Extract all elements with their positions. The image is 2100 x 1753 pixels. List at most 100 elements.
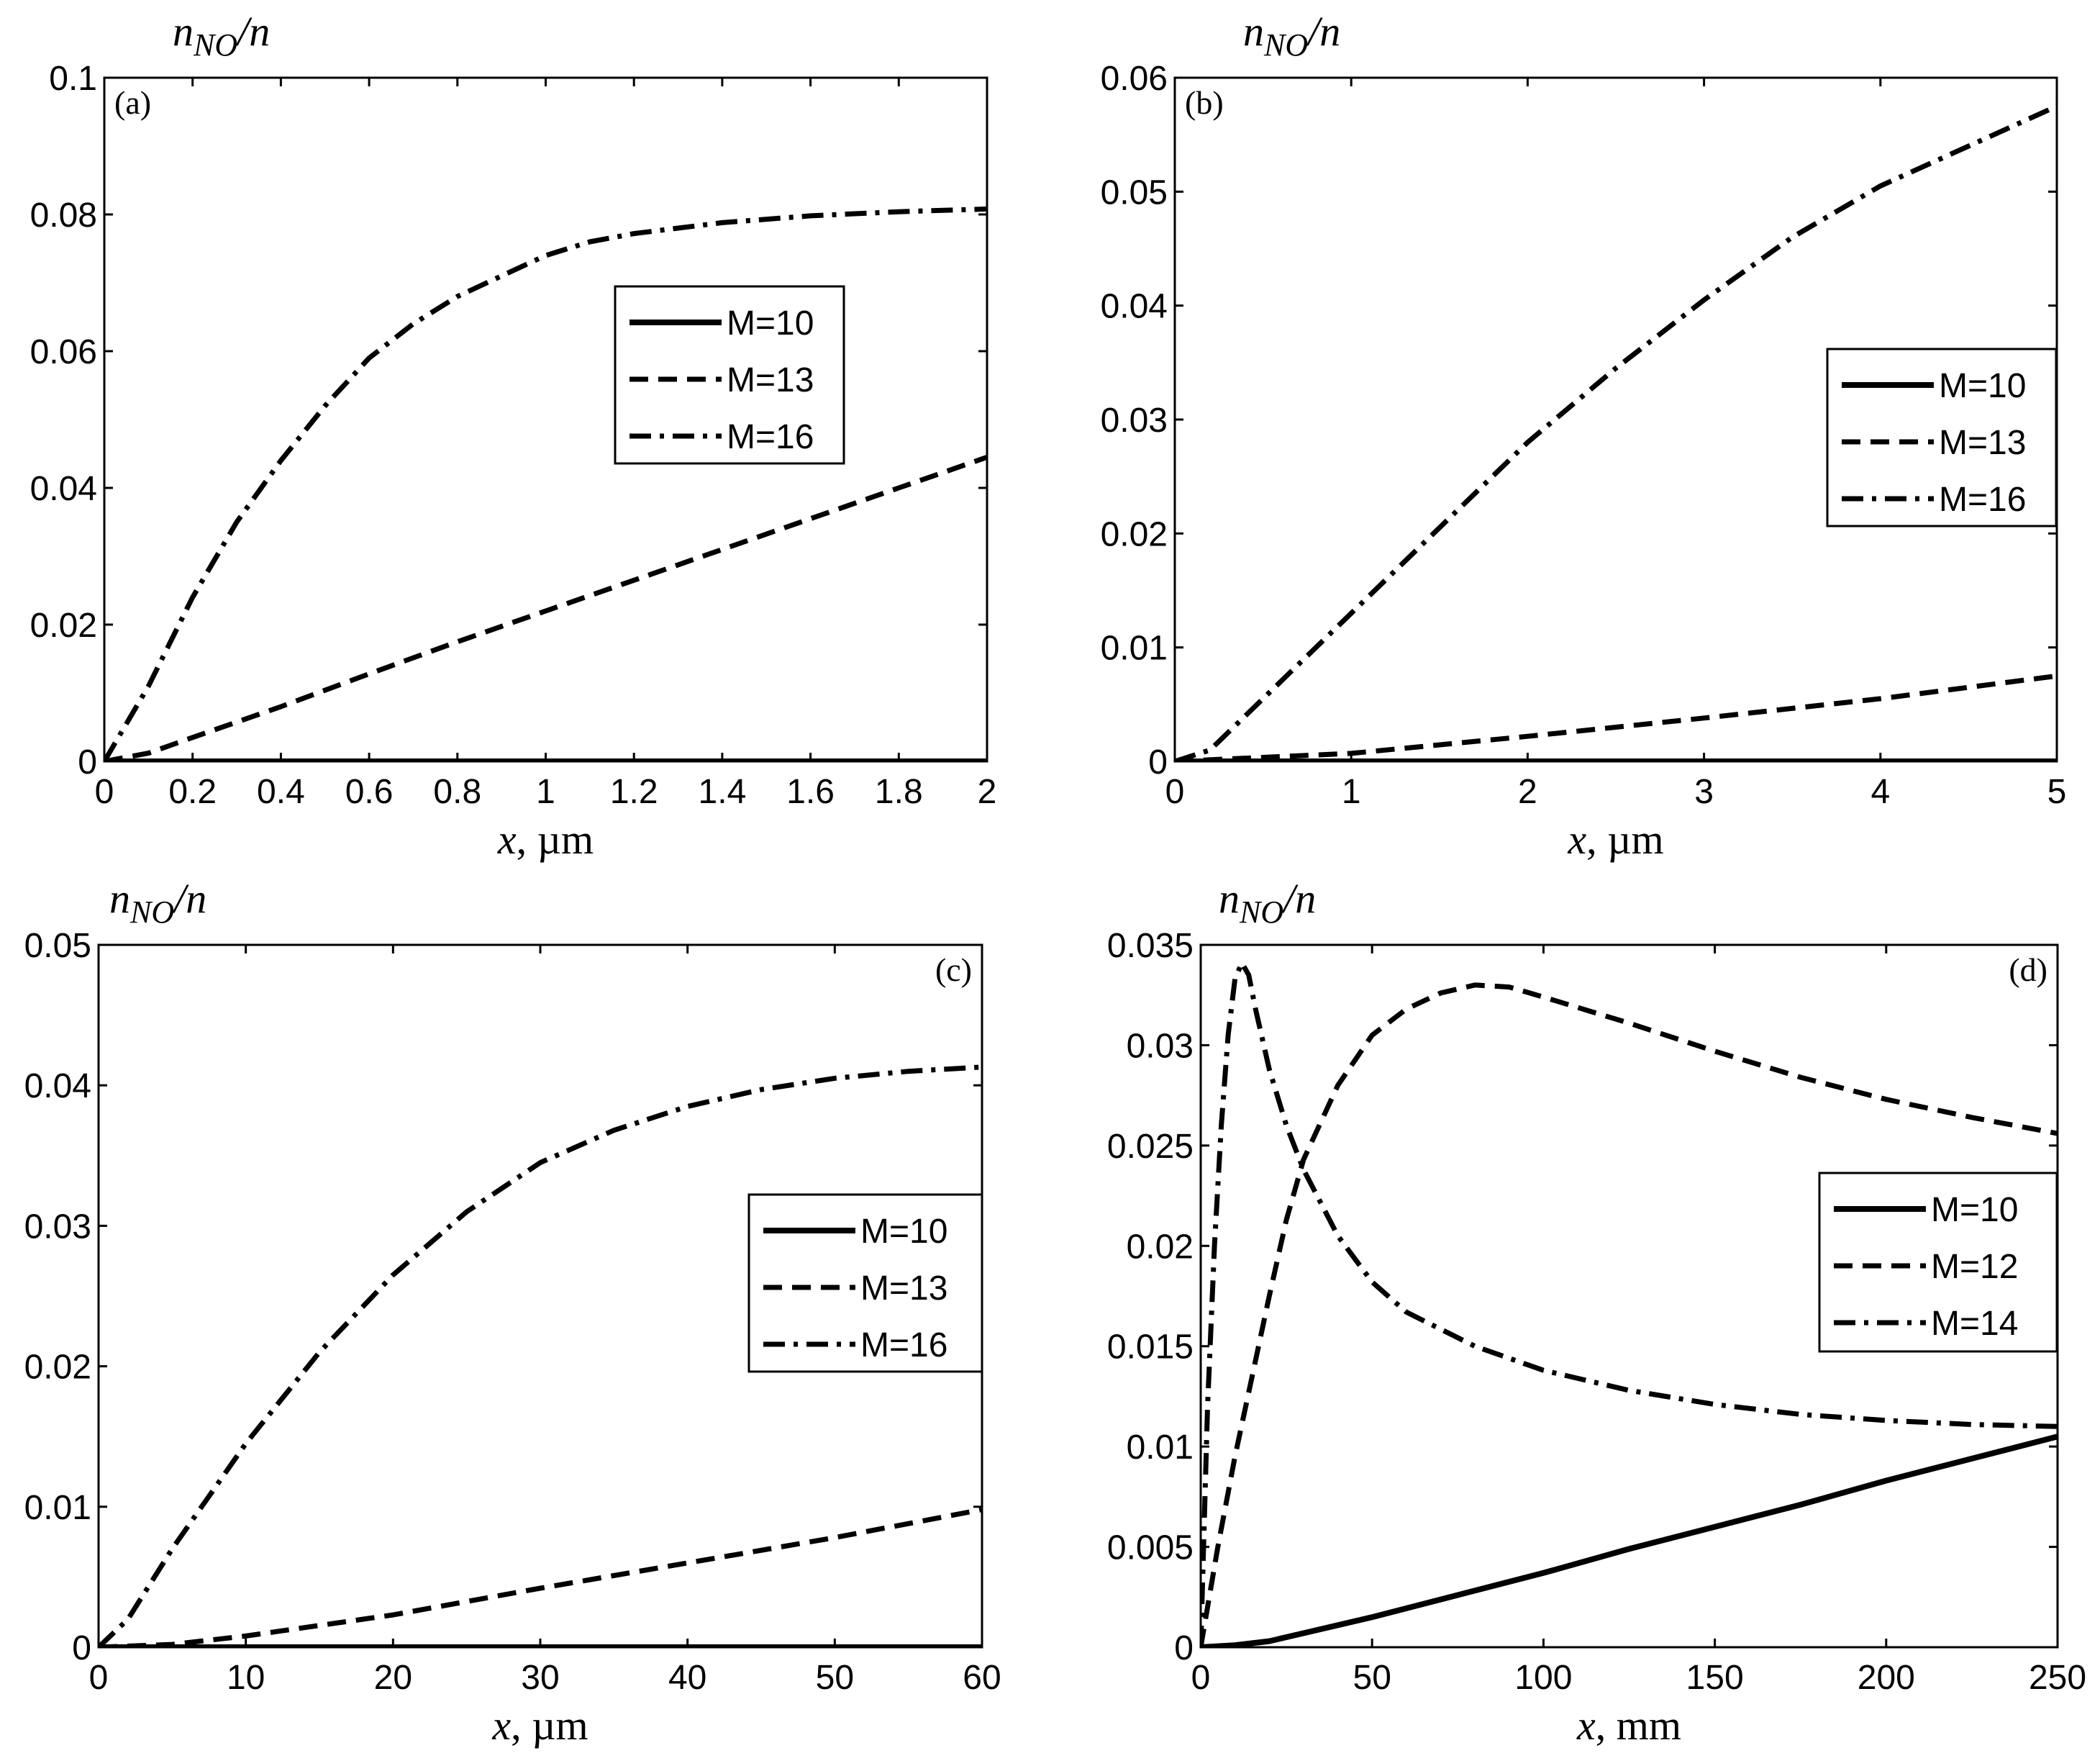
panel-label: (c) <box>935 951 972 988</box>
x-tick-label: 4 <box>1871 773 1890 811</box>
series-line-m-14 <box>1201 960 2058 1647</box>
y-tick-label: 0 <box>78 743 97 782</box>
y-tick-label: 0.06 <box>1101 60 1168 98</box>
x-tick-label: 1 <box>1342 773 1361 811</box>
y-tick-label: 0.05 <box>24 927 91 965</box>
y-tick-label: 0.015 <box>1107 1328 1194 1367</box>
y-axis-label: nNO/n <box>109 875 206 930</box>
x-tick-label: 250 <box>2029 1659 2086 1697</box>
y-tick-label: 0.01 <box>1127 1428 1194 1467</box>
x-axis-label: x, µm <box>491 1702 588 1749</box>
y-label-var: n <box>109 875 130 922</box>
y-tick-label: 0.05 <box>1101 173 1168 212</box>
x-tick-label: 50 <box>816 1659 854 1697</box>
y-label-var: n <box>1219 875 1240 922</box>
y-tick-label: 0.04 <box>24 1067 91 1105</box>
y-tick-label: 0.035 <box>1107 927 1194 965</box>
y-tick-label: 0.04 <box>30 470 97 508</box>
x-tick-label: 1.4 <box>699 773 747 811</box>
y-label-suffix: /n <box>235 8 270 55</box>
legend-box <box>747 1193 983 1373</box>
x-tick-label: 0 <box>95 773 114 811</box>
x-axis-label: x, µm <box>497 816 594 863</box>
x-tick-label: 20 <box>374 1659 412 1697</box>
y-tick-label: 0.01 <box>1101 630 1168 668</box>
series-group <box>1201 960 2058 1647</box>
x-tick-label: 1.6 <box>786 773 835 811</box>
plot-frame <box>103 76 988 763</box>
x-tick-label: 0 <box>1191 1659 1211 1697</box>
panel-label: (a) <box>114 84 151 121</box>
x-label-unit: , µm <box>517 816 594 863</box>
x-label-var: x <box>1567 816 1586 863</box>
x-label-unit: , µm <box>1586 816 1664 863</box>
x-tick-label: 0.8 <box>433 773 481 811</box>
series-line-m-16 <box>99 1064 982 1647</box>
x-label-var: x <box>1576 1702 1596 1749</box>
y-tick-label: 0.02 <box>24 1349 91 1387</box>
series-line-m-13 <box>1175 673 2057 761</box>
y-label-var: n <box>1243 8 1264 55</box>
y-tick-label: 0.005 <box>1107 1529 1194 1567</box>
chart-panel: 0 10 20 30 40 50 60 0 0.01 0.02 0.03 0.04 0.05 nNO/n x… <box>24 875 1001 1749</box>
y-tick-label: 0.03 <box>1127 1027 1194 1065</box>
legend-label: M=10 <box>1939 367 2026 405</box>
legend-label: M=10 <box>860 1213 947 1251</box>
y-axis-label: nNO/n <box>1243 8 1340 63</box>
legend-box <box>1818 1172 2058 1353</box>
y-tick-label: 0.03 <box>1101 402 1168 440</box>
x-axis-label: x, mm <box>1576 1702 1681 1749</box>
y-tick-label: 0.02 <box>1127 1228 1194 1266</box>
x-tick-label: 5 <box>2047 773 2067 811</box>
legend-box <box>1826 348 2058 527</box>
y-tick-label: 0.03 <box>24 1208 91 1246</box>
legend-label: M=12 <box>1931 1248 2018 1286</box>
x-label-var: x <box>497 816 517 863</box>
series-line-m-12 <box>1201 982 2058 1647</box>
x-tick-label: 1.2 <box>610 773 658 811</box>
legend-label: M=13 <box>727 361 814 399</box>
y-tick-label: 0.08 <box>30 196 97 235</box>
y-tick-label: 0.01 <box>24 1489 91 1527</box>
x-tick-label: 2 <box>1518 773 1537 811</box>
x-tick-label: 0 <box>89 1659 109 1697</box>
x-tick-label: 30 <box>521 1659 559 1697</box>
y-tick-label: 0 <box>1174 1629 1194 1667</box>
x-tick-label: 10 <box>227 1659 265 1697</box>
chart-panel: 0 50 100 150 200 250 0 0.005 0.01 0.015 0.02 0.025 0… <box>1107 875 2086 1749</box>
x-tick-label: 0.6 <box>345 773 394 811</box>
legend-label: M=14 <box>1931 1305 2018 1343</box>
y-label-suffix: /n <box>1281 875 1316 922</box>
y-axis-label: nNO/n <box>173 8 270 63</box>
legend-box <box>614 285 845 465</box>
x-tick-label: 200 <box>1858 1659 1915 1697</box>
series-group <box>1175 104 2057 761</box>
legend-label: M=10 <box>727 304 814 343</box>
y-label-suffix: /n <box>1306 8 1340 55</box>
y-tick-label: 0.02 <box>30 607 97 645</box>
y-label-var: n <box>173 8 194 55</box>
x-tick-label: 1.8 <box>875 773 923 811</box>
x-tick-label: 1 <box>536 773 555 811</box>
y-tick-label: 0.025 <box>1107 1128 1194 1166</box>
legend-label: M=13 <box>1939 424 2026 462</box>
x-tick-label: 40 <box>668 1659 706 1697</box>
series-line-m-13 <box>99 1507 982 1647</box>
series-group <box>99 1064 982 1647</box>
x-label-var: x <box>491 1702 511 1749</box>
y-label-sub: NO <box>1263 27 1308 63</box>
x-tick-label: 0 <box>1165 773 1185 811</box>
y-label-suffix: /n <box>172 875 206 922</box>
series-line-m-13 <box>104 454 987 761</box>
panel-label: (b) <box>1185 84 1224 121</box>
x-tick-label: 3 <box>1694 773 1714 811</box>
series-group <box>104 206 987 761</box>
series-line-m-16 <box>104 206 987 761</box>
series-line-m-10 <box>1201 1433 2058 1647</box>
y-label-sub: NO <box>193 27 237 63</box>
y-axis-label: nNO/n <box>1219 875 1316 930</box>
legend-label: M=16 <box>1939 481 2026 519</box>
x-tick-label: 2 <box>978 773 997 811</box>
x-tick-label: 60 <box>963 1659 1001 1697</box>
